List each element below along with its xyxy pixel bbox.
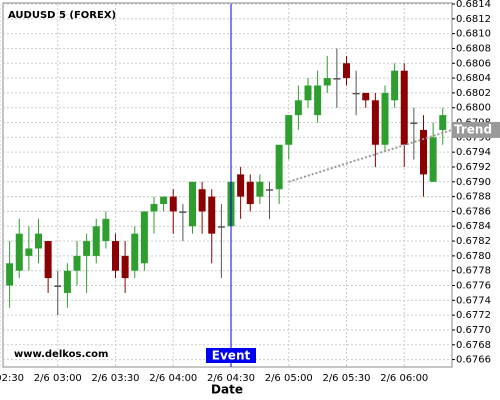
y-tick-label: 0.6768 xyxy=(456,340,491,351)
candle-body xyxy=(275,144,283,190)
y-tick-label: 0.6784 xyxy=(456,221,491,232)
candle-body xyxy=(323,78,331,86)
candle-body xyxy=(429,137,437,182)
candle-body xyxy=(73,255,81,271)
candle-body xyxy=(15,233,23,271)
x-tick-label: 2/6 04:30 xyxy=(207,373,255,384)
y-tick-label: 0.6810 xyxy=(456,29,491,40)
watermark: www.delkos.com xyxy=(14,349,108,360)
candle-body xyxy=(400,70,408,145)
x-axis-title: Date xyxy=(211,383,243,397)
candle-body xyxy=(54,285,62,288)
y-tick-label: 0.6774 xyxy=(456,295,491,306)
candle-body xyxy=(294,100,302,116)
candle-body xyxy=(179,211,187,213)
trend-label: Trend xyxy=(454,122,492,136)
candle-body xyxy=(314,85,322,116)
x-tick-label: 2/6 03:00 xyxy=(34,373,82,384)
y-tick-label: 0.6802 xyxy=(456,88,491,99)
y-tick-label: 0.6790 xyxy=(456,177,491,188)
y-tick-label: 0.6804 xyxy=(456,73,491,84)
candle-body xyxy=(217,226,225,228)
y-tick-label: 0.6792 xyxy=(456,162,491,173)
y-tick-label: 0.6788 xyxy=(456,192,491,203)
candle-body xyxy=(304,85,312,101)
y-tick-label: 0.6776 xyxy=(456,281,491,292)
candle-body xyxy=(237,174,245,197)
candle-body xyxy=(44,241,52,279)
candle-body xyxy=(198,189,206,212)
y-tick-label: 0.6782 xyxy=(456,236,491,247)
candle-body xyxy=(112,241,119,271)
candle-body xyxy=(410,122,418,125)
candle-body xyxy=(6,263,14,286)
candle-body xyxy=(25,248,33,256)
y-tick-label: 0.6794 xyxy=(456,147,491,158)
y-tick-label: 0.6780 xyxy=(456,251,491,262)
y-tick-label: 0.6772 xyxy=(456,310,491,321)
x-tick-label: 2/6 05:30 xyxy=(322,373,370,384)
candle-body xyxy=(246,181,254,205)
candle-body xyxy=(83,241,91,256)
y-tick-label: 0.6766 xyxy=(456,355,491,366)
candle-body xyxy=(256,181,264,197)
candle-body xyxy=(208,196,216,234)
x-tick-label: 2/6 05:00 xyxy=(265,373,313,384)
candle-body xyxy=(35,233,42,249)
y-tick-label: 0.6786 xyxy=(456,206,491,217)
y-tick-label: 0.6808 xyxy=(456,43,491,54)
candle-body xyxy=(362,92,370,101)
y-tick-label: 0.6806 xyxy=(456,58,491,69)
trend-label-box xyxy=(452,121,500,138)
candle-body xyxy=(150,204,158,212)
candle-body xyxy=(92,226,100,256)
x-tick-label: 2/6 02:30 xyxy=(0,373,24,384)
plot-frame xyxy=(2,2,453,368)
candle-body xyxy=(333,78,341,80)
candle-body xyxy=(439,115,447,130)
candle-body xyxy=(189,181,196,227)
candle-body xyxy=(285,115,293,145)
candle-body xyxy=(352,92,360,95)
event-label-box xyxy=(206,348,256,363)
event-label: Event xyxy=(212,349,251,363)
candle-body xyxy=(140,211,148,264)
candle-body xyxy=(102,218,110,242)
candle-body xyxy=(121,255,129,279)
x-tick-label: 2/6 06:00 xyxy=(380,373,428,384)
y-tick-label: 0.6778 xyxy=(456,266,491,277)
candle-body xyxy=(131,233,139,271)
x-tick-label: 2/6 04:00 xyxy=(149,373,197,384)
y-tick-label: 0.6812 xyxy=(456,14,491,25)
candle-body xyxy=(266,189,273,191)
x-tick-label: 2/6 03:30 xyxy=(91,373,139,384)
chart-title: AUDUSD 5 (FOREX) xyxy=(8,10,116,21)
candle-body xyxy=(169,196,177,212)
candle-body xyxy=(381,92,389,145)
candle-body xyxy=(371,100,379,145)
candle-body xyxy=(391,70,399,101)
candle-body xyxy=(63,270,71,293)
y-tick-label: 0.6800 xyxy=(456,103,491,114)
candle-body xyxy=(343,63,350,79)
candle-body xyxy=(160,196,168,205)
y-tick-label: 0.6770 xyxy=(456,325,491,336)
trend-line xyxy=(288,128,453,183)
candle-body xyxy=(420,129,427,175)
y-tick-label: 0.6814 xyxy=(456,0,491,10)
